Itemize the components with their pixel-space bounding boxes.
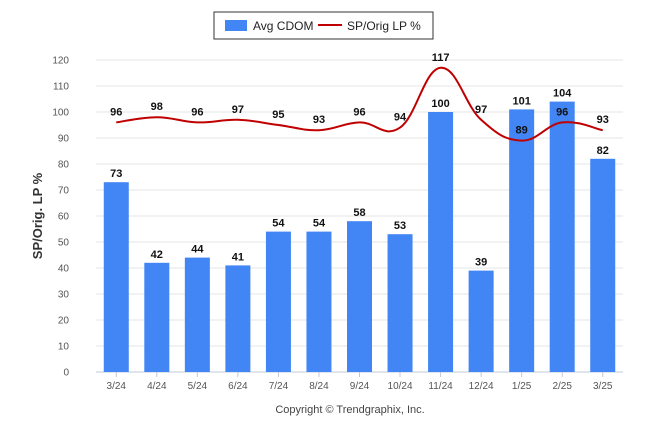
y-axis-ticks: 0 10 20 30 40 50 60 70 80 90 100 110 120: [52, 56, 69, 379]
bar: [590, 158, 616, 372]
y-axis-title: SP/Orig. LP %: [30, 172, 45, 259]
x-tick-label: 3/25: [593, 381, 613, 392]
bar: [428, 112, 454, 372]
sp-orig-lp-line: [116, 66, 603, 142]
line-data-label: 97: [232, 104, 244, 116]
x-tick-label: 11/24: [428, 381, 453, 392]
y-tick-label: 90: [58, 134, 70, 145]
y-tick-label: 0: [63, 368, 69, 379]
x-tick-labels: 3/24 4/24 5/24 6/24 7/24 8/24 9/24 10/24 11/24 12…: [107, 381, 613, 392]
line-data-label: 117: [432, 52, 450, 64]
x-tick-label: 3/24: [107, 381, 127, 392]
bar: [103, 182, 129, 372]
line-data-label: 95: [272, 109, 284, 121]
x-tick-label: 8/24: [309, 381, 329, 392]
x-axis: [96, 371, 623, 377]
y-tick-label: 30: [58, 290, 70, 301]
bar-data-label: 42: [151, 249, 163, 261]
bar: [225, 265, 251, 372]
y-tick-label: 120: [52, 56, 69, 67]
line-data-label: 97: [475, 104, 487, 116]
line-data-label: 98: [151, 101, 163, 113]
bar: [347, 221, 372, 372]
y-tick-label: 80: [58, 160, 70, 171]
bar-data-label: 82: [597, 145, 609, 157]
bars: [103, 101, 616, 373]
bar-data-label: 101: [512, 95, 530, 107]
bar-data-label: 44: [191, 244, 204, 256]
bar: [265, 231, 291, 372]
legend[interactable]: Avg CDOM SP/Orig LP %: [213, 11, 434, 40]
y-tick-label: 40: [58, 264, 70, 275]
x-tick-label: 6/24: [228, 381, 248, 392]
bar-data-label: 39: [475, 257, 487, 269]
line-data-label: 93: [597, 114, 609, 126]
bar-data-label: 41: [232, 251, 244, 263]
line-data-label: 96: [556, 106, 568, 118]
line-data-label: 93: [313, 114, 325, 126]
bar-data-label: 73: [110, 168, 122, 180]
bar: [549, 101, 575, 372]
legend-label-avg-cdom[interactable]: Avg CDOM: [253, 19, 313, 33]
bar: [468, 270, 494, 372]
y-tick-label: 100: [52, 108, 69, 119]
bar: [509, 109, 535, 373]
bar-labels: 73 42 44 41 54 54 58 53 100 39 101 104 82: [110, 88, 609, 269]
x-tick-label: 2/25: [552, 381, 572, 392]
x-tick-label: 1/25: [512, 381, 532, 392]
bar: [144, 262, 170, 372]
line-labels: 96 98 96 97 95 93 96 94 117 97 89 96 93: [110, 52, 609, 137]
legend-swatch-avg-cdom: [225, 20, 247, 31]
x-tick-label: 5/24: [188, 381, 208, 392]
line-data-label: 94: [394, 112, 407, 124]
y-tick-label: 10: [58, 342, 70, 353]
line-series: [116, 66, 603, 142]
line-data-label: 96: [110, 106, 122, 118]
x-tick-label: 10/24: [388, 381, 413, 392]
line-data-label: 96: [191, 106, 203, 118]
x-tick-label: 9/24: [350, 381, 370, 392]
y-tick-label: 110: [53, 82, 69, 93]
y-tick-label: 20: [58, 316, 70, 327]
bar-data-label: 104: [553, 88, 572, 100]
legend-label-sp-orig-lp[interactable]: SP/Orig LP %: [347, 19, 421, 33]
bar: [184, 257, 210, 372]
bar: [387, 234, 413, 372]
copyright-footer: Copyright © Trendgraphix, Inc.: [275, 404, 424, 416]
bar-data-label: 53: [394, 220, 406, 232]
y-tick-label: 60: [58, 212, 70, 223]
bar-data-label: 58: [353, 207, 365, 219]
line-data-label: 96: [353, 106, 365, 118]
bar-data-label: 54: [313, 218, 326, 230]
bar-data-label: 100: [431, 98, 449, 110]
bar-data-label: 54: [272, 218, 285, 230]
y-tick-label: 70: [58, 186, 70, 197]
x-tick-label: 7/24: [269, 381, 289, 392]
line-data-label: 89: [516, 125, 528, 137]
bar: [306, 231, 332, 372]
x-tick-label: 12/24: [469, 381, 494, 392]
x-tick-label: 4/24: [147, 381, 167, 392]
y-tick-label: 50: [58, 238, 70, 249]
